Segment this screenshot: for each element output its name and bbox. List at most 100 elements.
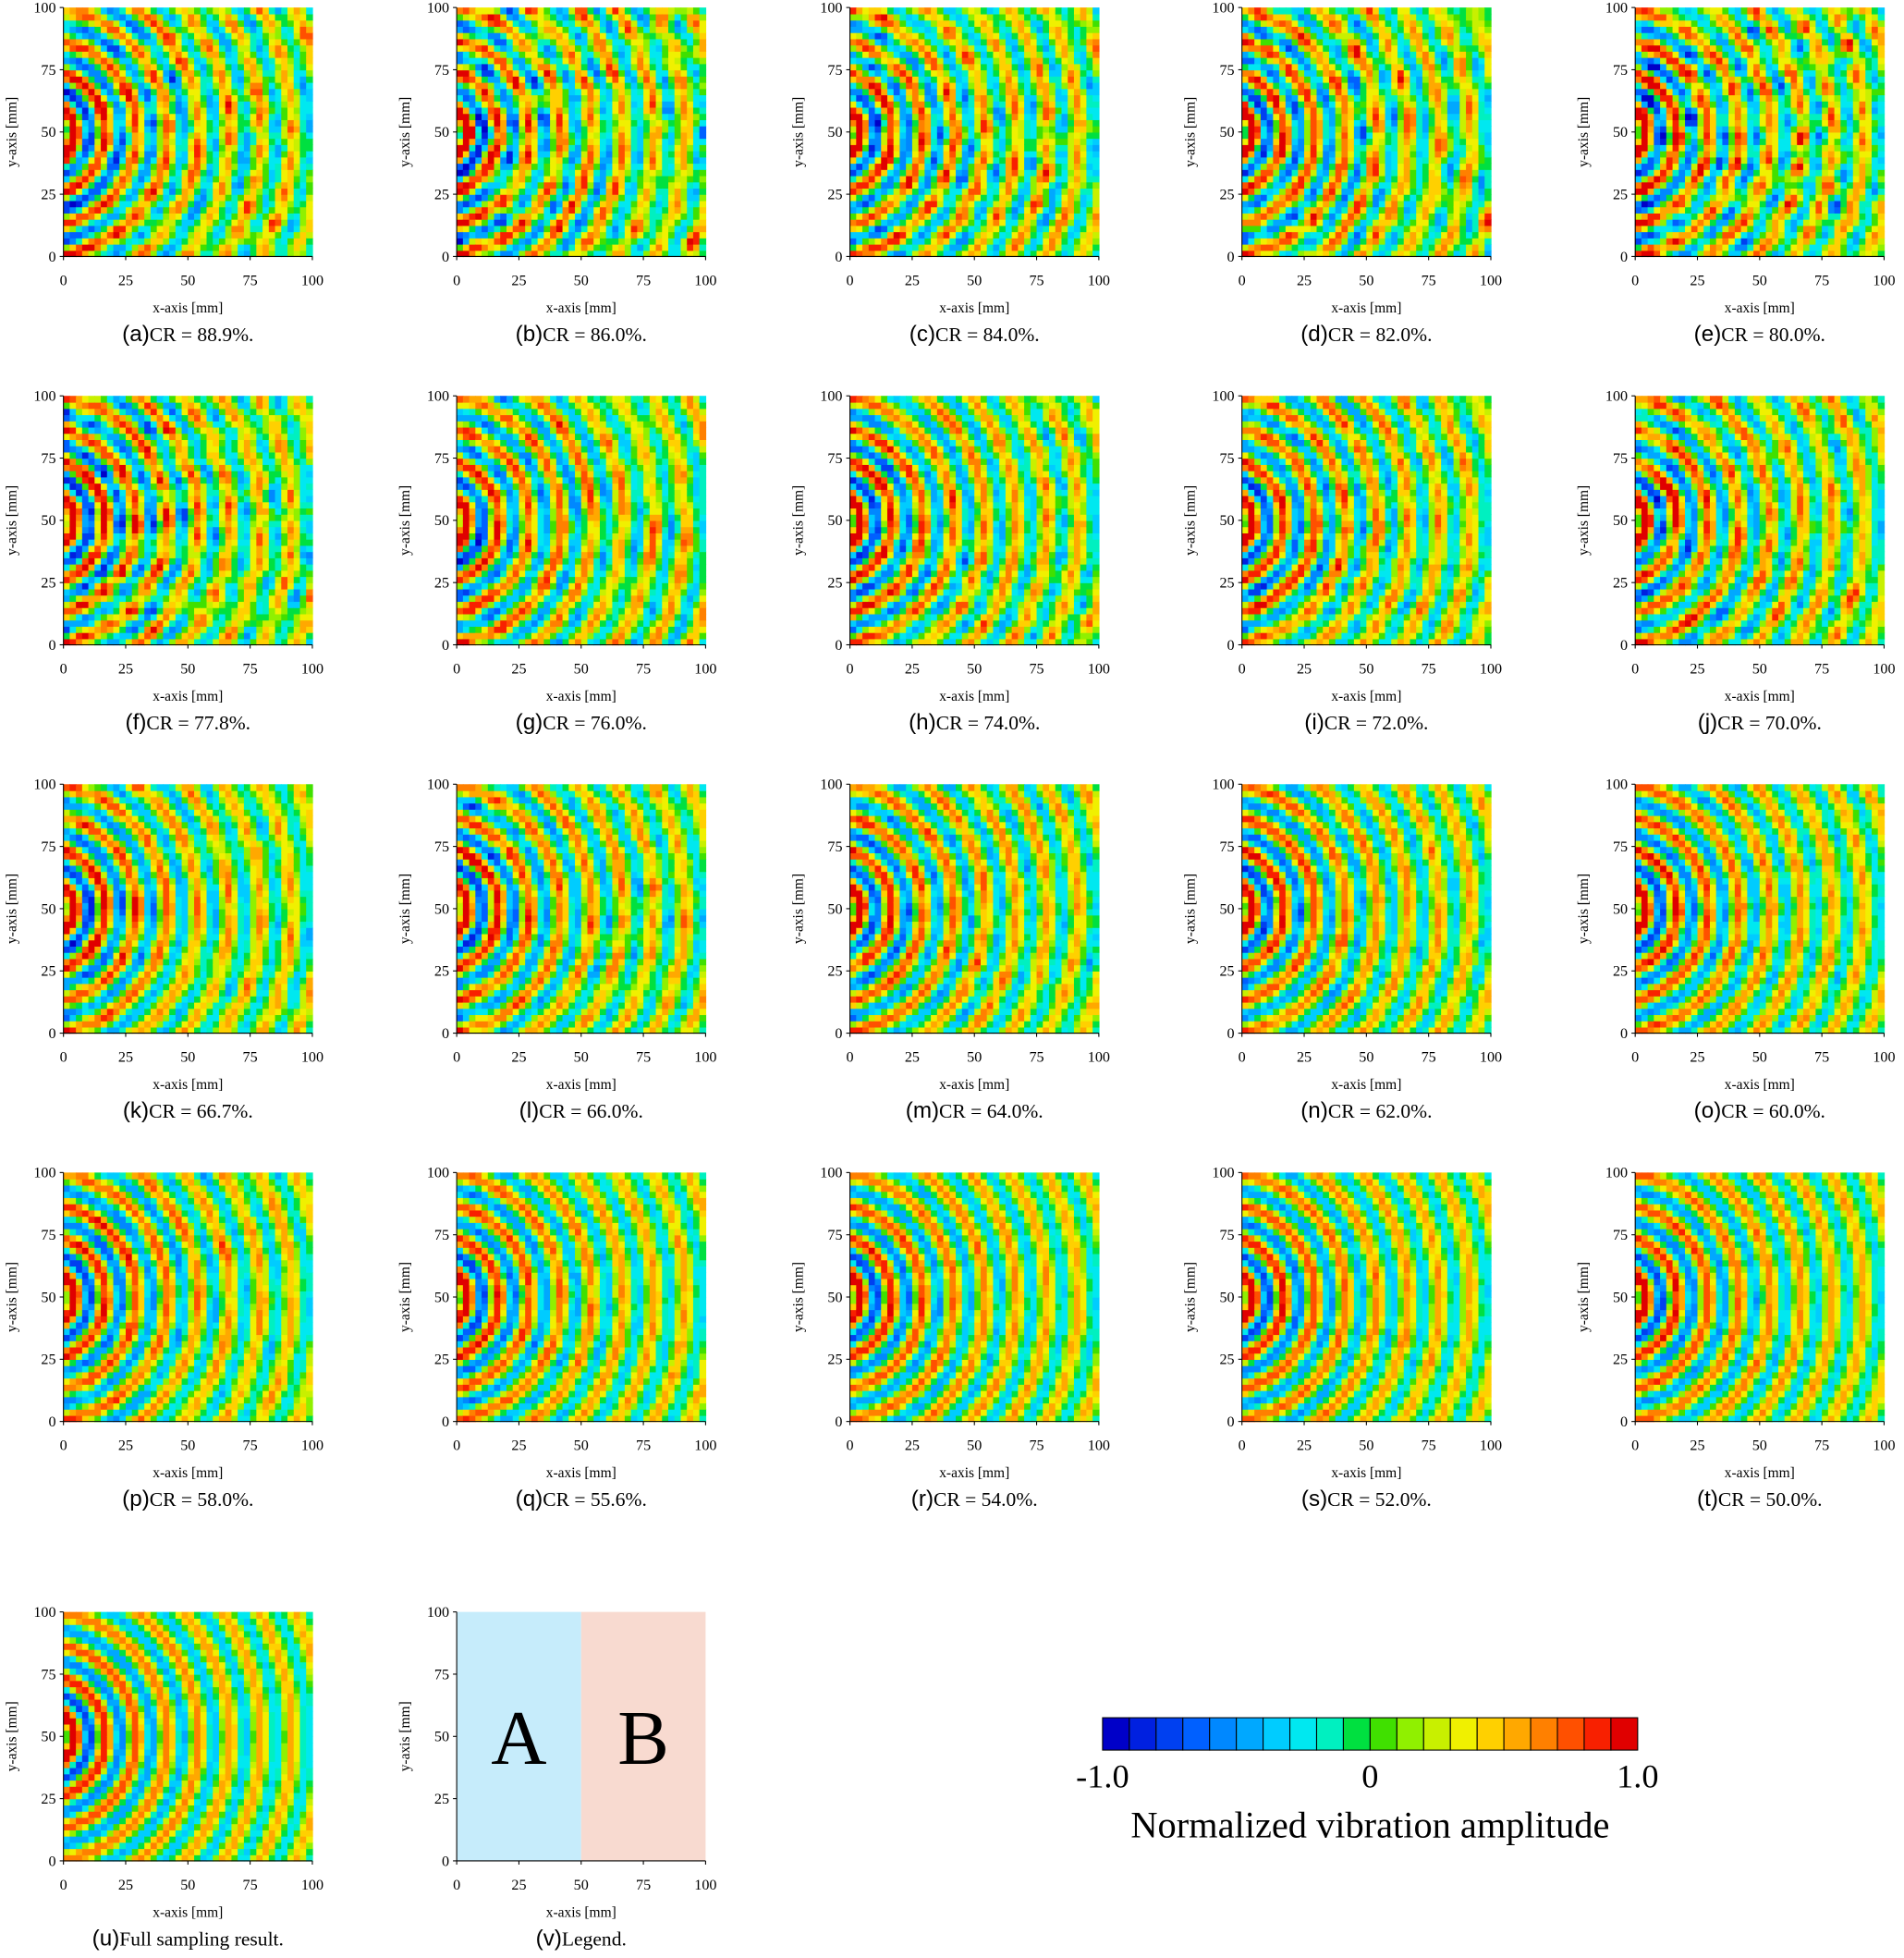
heatmap-cell — [692, 94, 701, 102]
heatmap-cell — [980, 106, 988, 115]
heatmap-cell — [668, 126, 676, 133]
heatmap-cell — [531, 150, 539, 158]
heatmap-cell — [525, 101, 532, 108]
heatmap-cell — [113, 119, 120, 127]
heatmap-cell — [169, 138, 177, 145]
heatmap-cell — [519, 131, 526, 140]
heatmap-cell — [457, 38, 464, 46]
heatmap-cell — [699, 219, 707, 226]
heatmap-cell — [287, 119, 295, 127]
heatmap-cell — [169, 163, 177, 170]
heatmap-cell — [680, 219, 688, 226]
heatmap-cell — [943, 144, 950, 152]
heatmap-cell — [494, 113, 501, 120]
heatmap-cell — [906, 13, 913, 21]
heatmap-cell — [525, 44, 532, 52]
heatmap-cell — [531, 38, 539, 46]
heatmap-cell — [106, 26, 115, 33]
heatmap-cell — [200, 126, 208, 133]
heatmap-cell — [1248, 26, 1255, 33]
heatmap-cell — [593, 225, 601, 233]
heatmap-cell — [668, 94, 676, 102]
heatmap-cell — [131, 238, 140, 245]
heatmap-cell — [668, 131, 676, 140]
heatmap-cell — [1248, 44, 1255, 52]
heatmap-cell — [268, 206, 276, 214]
heatmap-cell — [568, 126, 576, 133]
heatmap-cell — [881, 231, 888, 239]
heatmap-cell — [924, 156, 932, 165]
heatmap-cell — [893, 181, 901, 190]
heatmap-cell — [580, 156, 589, 165]
heatmap-cell — [169, 94, 177, 102]
heatmap-cell — [692, 238, 701, 245]
heatmap-cell — [243, 213, 251, 220]
heatmap-cell — [231, 200, 238, 208]
heatmap-cell — [225, 238, 233, 245]
heatmap-cell — [281, 225, 288, 233]
heatmap-cell — [624, 138, 632, 145]
heatmap-cell — [188, 81, 195, 90]
heatmap-cell — [568, 119, 576, 127]
heatmap-cell — [968, 200, 975, 208]
heatmap-cell — [287, 250, 295, 258]
heatmap-cell — [537, 243, 545, 251]
heatmap-cell — [692, 200, 701, 208]
heatmap-cell — [1011, 238, 1019, 245]
heatmap-cell — [862, 44, 870, 52]
heatmap-cell — [537, 225, 545, 233]
heatmap-cell — [131, 44, 140, 52]
heatmap-cell — [482, 131, 489, 140]
heatmap-cell — [881, 88, 888, 96]
heatmap-cell — [231, 63, 238, 71]
heatmap-cell — [662, 106, 669, 115]
heatmap-cell — [250, 213, 258, 220]
heatmap-cell — [630, 250, 639, 258]
heatmap-cell — [587, 231, 594, 239]
heatmap-cell — [692, 113, 701, 120]
heatmap-cell — [125, 138, 133, 145]
heatmap-cell — [169, 194, 177, 202]
heatmap-cell — [287, 219, 295, 226]
heatmap-cell — [243, 238, 251, 245]
heatmap-cell — [457, 113, 464, 120]
heatmap-cell — [119, 113, 127, 120]
heatmap-cell — [956, 119, 963, 127]
heatmap-cell — [131, 206, 140, 214]
heatmap-cell — [593, 163, 601, 170]
heatmap-cell — [469, 175, 476, 183]
heatmap-cell — [113, 88, 120, 96]
heatmap-cell — [1043, 188, 1050, 195]
heatmap-cell — [462, 219, 470, 226]
heatmap-cell — [175, 200, 183, 208]
heatmap-cell — [668, 175, 676, 183]
heatmap-cell — [618, 113, 626, 120]
heatmap-cell — [163, 7, 170, 15]
heatmap-cell — [605, 238, 614, 245]
heatmap-cell — [125, 51, 133, 58]
heatmap-cell — [918, 213, 926, 220]
heatmap-cell — [475, 188, 482, 195]
heatmap-cell — [487, 231, 495, 239]
heatmap-cell — [475, 32, 482, 40]
heatmap-cell — [531, 163, 539, 170]
heatmap-cell — [886, 175, 895, 183]
heatmap-cell — [911, 231, 920, 239]
heatmap-cell — [175, 138, 183, 145]
heatmap-cell — [281, 250, 288, 258]
heatmap-cell — [575, 7, 582, 15]
heatmap-cell — [138, 194, 145, 202]
heatmap-cell — [506, 119, 514, 127]
heatmap-cell — [94, 131, 102, 140]
heatmap-cell — [200, 150, 208, 158]
heatmap-cell — [125, 238, 133, 245]
heatmap-cell — [194, 156, 201, 165]
heatmap-cell — [856, 194, 863, 202]
heatmap-cell — [980, 94, 988, 102]
heatmap-cell — [243, 19, 251, 27]
heatmap-cell — [555, 38, 564, 46]
heatmap-cell — [993, 7, 1000, 15]
heatmap-cell — [101, 156, 108, 165]
heatmap-cell — [899, 94, 907, 102]
heatmap-cell — [1018, 150, 1025, 158]
